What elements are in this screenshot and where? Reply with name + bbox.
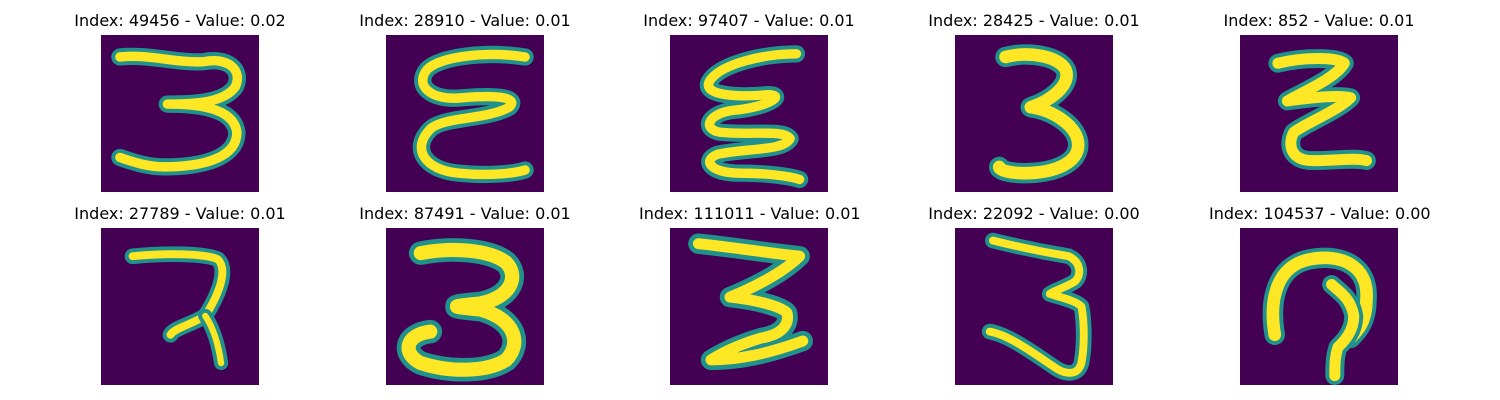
panel-1: Index: 49456 - Value: 0.02 [70,11,290,192]
digit-image [101,228,259,385]
digit-image [955,35,1113,192]
panel-title: Index: 27789 - Value: 0.01 [74,204,286,223]
digit-image [101,35,259,192]
digit-image [670,228,828,385]
panel-title: Index: 28425 - Value: 0.01 [928,11,1140,30]
digit-image [670,35,828,192]
digit-image [386,228,544,385]
panel-6: Index: 27789 - Value: 0.01 [70,204,290,385]
panel-8: Index: 111011 - Value: 0.01 [639,204,861,385]
panel-title: Index: 852 - Value: 0.01 [1223,11,1415,30]
digit-image [955,228,1113,385]
panel-title: Index: 104537 - Value: 0.00 [1209,204,1431,223]
panel-title: Index: 49456 - Value: 0.02 [74,11,286,30]
digit-image [1240,35,1398,192]
panel-9: Index: 22092 - Value: 0.00 [924,204,1144,385]
digit-image [386,35,544,192]
digit-image [1240,228,1398,385]
panel-title: Index: 97407 - Value: 0.01 [643,11,855,30]
panel-title: Index: 22092 - Value: 0.00 [928,204,1140,223]
panel-2: Index: 28910 - Value: 0.01 [355,11,575,192]
panel-10: Index: 104537 - Value: 0.00 [1209,204,1431,385]
panel-5: Index: 852 - Value: 0.01 [1209,11,1429,192]
panel-3: Index: 97407 - Value: 0.01 [639,11,859,192]
panel-title: Index: 87491 - Value: 0.01 [359,204,571,223]
panel-title: Index: 28910 - Value: 0.01 [359,11,571,30]
panel-title: Index: 111011 - Value: 0.01 [639,204,861,223]
panel-4: Index: 28425 - Value: 0.01 [924,11,1144,192]
panel-7: Index: 87491 - Value: 0.01 [355,204,575,385]
